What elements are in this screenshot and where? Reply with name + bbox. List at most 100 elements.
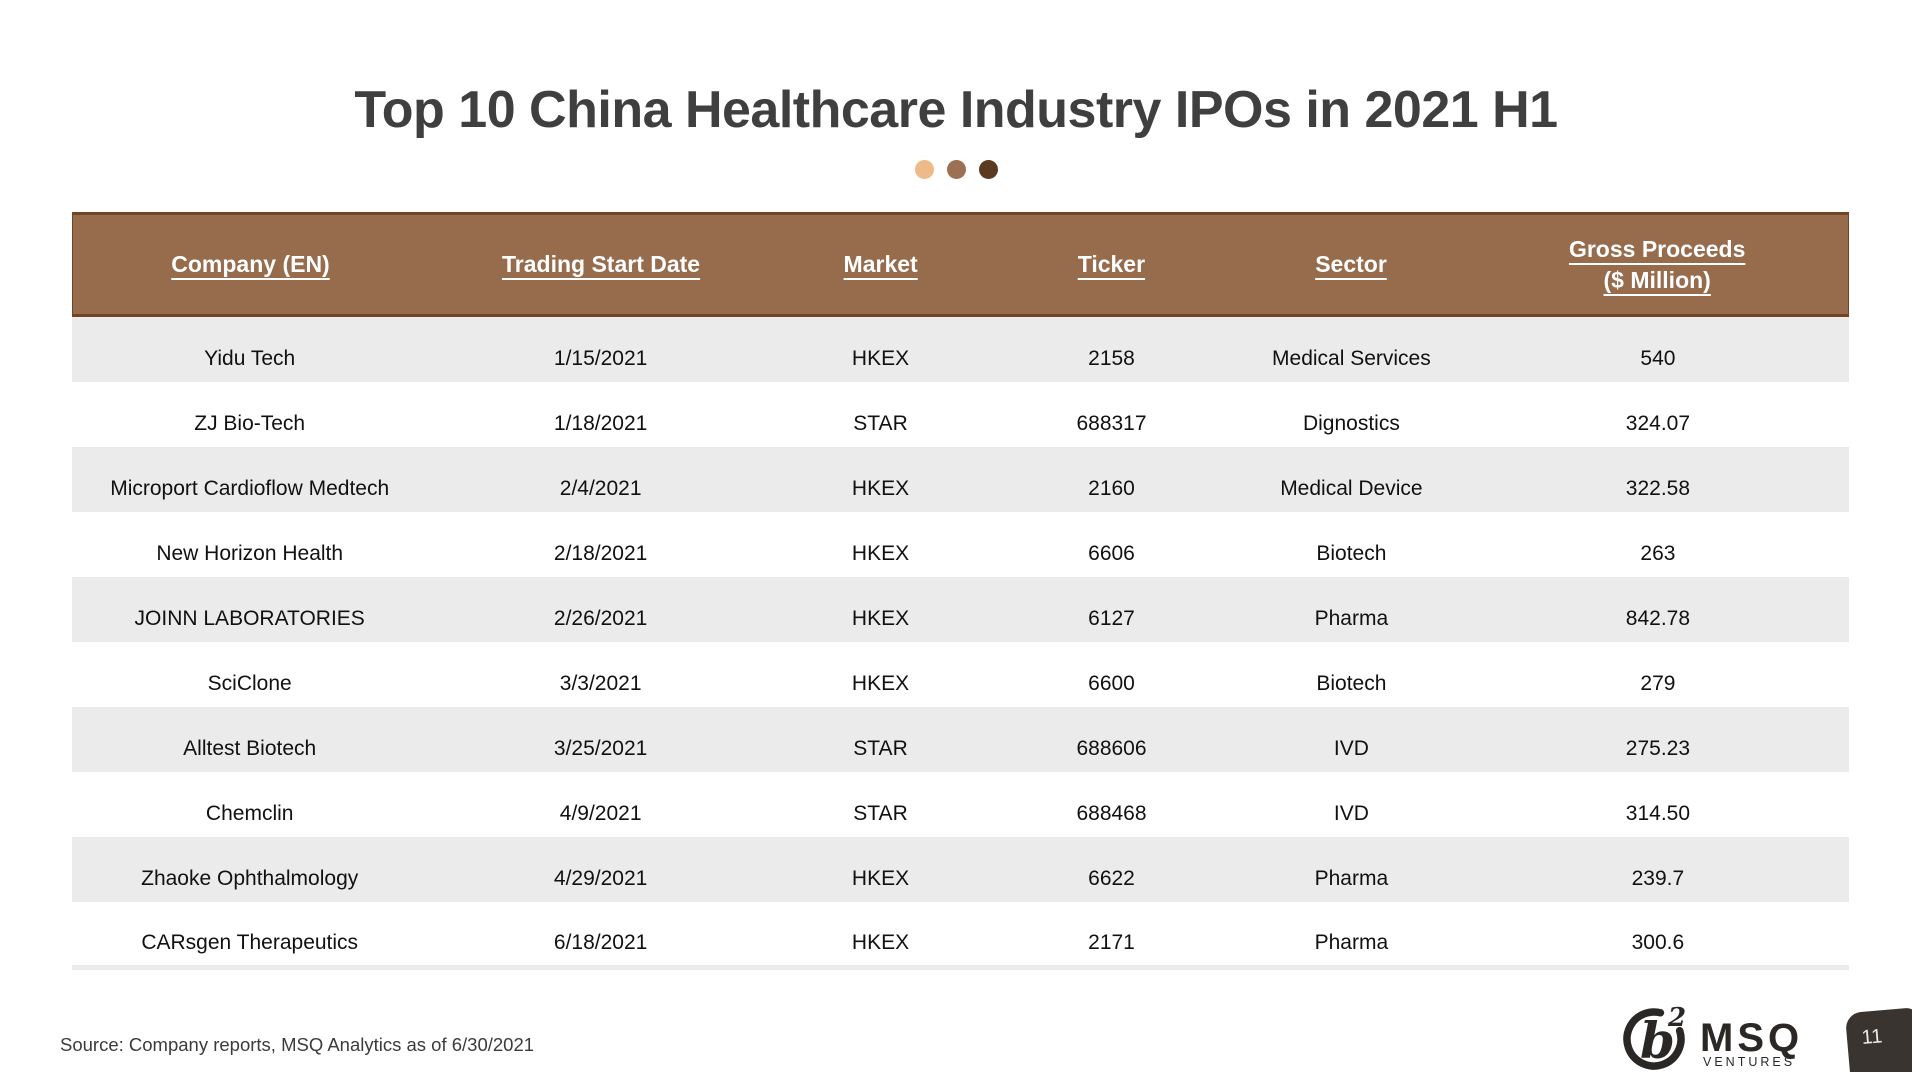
cell-ticker: 6606 (1088, 541, 1135, 565)
cell-ticker: 688317 (1076, 411, 1147, 435)
cell-market: HKEX (851, 541, 910, 565)
svg-text:b: b (1640, 1011, 1675, 1070)
b2-brush-mark-icon: b 2 (1623, 1003, 1686, 1070)
header-label-line2: ($ Million) (1603, 266, 1711, 293)
header-cell-market: Market (774, 251, 987, 278)
cell-market: STAR (853, 801, 908, 825)
cell-date: 3/25/2021 (553, 736, 648, 760)
table-row: CARsgen Therapeutics 6/18/2021 HKEX 2171 Pha… (72, 902, 1849, 965)
table-body: Yidu Tech 1/15/2021 HKEX 2158 Medical Servic… (72, 317, 1849, 965)
cell-market: HKEX (851, 930, 910, 954)
cell-proceeds: 314.50 (1625, 801, 1691, 825)
cell-company: New Horizon Health (156, 541, 344, 565)
cell-company: Microport Cardioflow Medtech (110, 476, 390, 500)
header-cell-company: Company (EN) (73, 251, 428, 278)
table-clipped-row-strip (72, 965, 1849, 970)
table-header-row: Company (EN) Trading Start Date Market Tick… (72, 212, 1849, 317)
table-row: New Horizon Health 2/18/2021 HKEX 6606 Biote… (72, 512, 1849, 577)
cell-market: STAR (853, 411, 908, 435)
table-row: Chemclin 4/9/2021 STAR 688468 IVD 314.50 (72, 772, 1849, 837)
cell-company: Zhaoke Ophthalmology (141, 866, 359, 890)
msq-ventures-logo: b 2 MSQ VENTURES (1623, 1003, 1803, 1070)
cell-date: 1/18/2021 (553, 411, 648, 435)
cell-sector: IVD (1333, 736, 1369, 760)
cell-sector: Dignostics (1302, 411, 1400, 435)
cell-date: 3/3/2021 (559, 671, 642, 695)
cell-ticker: 688606 (1076, 736, 1147, 760)
cell-sector: Pharma (1314, 606, 1389, 630)
cell-ticker: 2171 (1088, 930, 1135, 954)
accent-dots (0, 160, 1912, 179)
cell-ticker: 6622 (1088, 866, 1135, 890)
cell-ticker: 6600 (1088, 671, 1135, 695)
cell-sector: Biotech (1316, 671, 1387, 695)
cell-proceeds: 324.07 (1625, 411, 1691, 435)
header-label: Company (EN) (171, 251, 330, 277)
cell-proceeds: 279 (1640, 671, 1676, 695)
table-row: Zhaoke Ophthalmology 4/29/2021 HKEX 6622 Pha… (72, 837, 1849, 902)
cell-proceeds: 300.6 (1631, 930, 1685, 954)
header-cell-proceeds: Gross Proceeds ($ Million) (1466, 236, 1848, 294)
logo-name: MSQ (1700, 1016, 1803, 1060)
cell-ticker: 6127 (1088, 606, 1135, 630)
header-label: Trading Start Date (502, 251, 701, 277)
cell-ticker: 688468 (1076, 801, 1147, 825)
cell-company: Alltest Biotech (183, 736, 317, 760)
cell-market: HKEX (851, 346, 910, 370)
table-row: ZJ Bio-Tech 1/18/2021 STAR 688317 Dignostics… (72, 382, 1849, 447)
cell-date: 6/18/2021 (553, 930, 648, 954)
header-cell-ticker: Ticker (987, 251, 1236, 278)
accent-dot-dark (978, 160, 998, 179)
cell-market: HKEX (851, 476, 910, 500)
cell-company: Yidu Tech (204, 346, 296, 370)
cell-date: 4/29/2021 (553, 866, 648, 890)
cell-company: ZJ Bio-Tech (194, 411, 306, 435)
table-row: Microport Cardioflow Medtech 2/4/2021 HKEX… (72, 447, 1849, 512)
header-cell-date: Trading Start Date (428, 251, 774, 278)
cell-market: HKEX (851, 671, 910, 695)
logo-subtitle: VENTURES (1703, 1055, 1795, 1069)
table-row: SciClone 3/3/2021 HKEX 6600 Biotech 279 (72, 642, 1849, 707)
header-label: Sector (1315, 251, 1387, 277)
source-note: Source: Company reports, MSQ Analytics a… (60, 1034, 535, 1055)
accent-dot-medium (946, 160, 966, 179)
cell-proceeds: 263 (1640, 541, 1676, 565)
cell-sector: Biotech (1316, 541, 1387, 565)
page-number: 11 (1860, 1024, 1884, 1049)
cell-company: CARsgen Therapeutics (141, 930, 359, 954)
cell-proceeds: 322.58 (1625, 476, 1691, 500)
header-label: Ticker (1077, 251, 1146, 277)
cell-sector: Pharma (1314, 930, 1389, 954)
svg-text:2: 2 (1667, 1003, 1686, 1033)
page-title: Top 10 China Healthcare Industry IPOs in… (354, 81, 1558, 139)
cell-sector: Pharma (1314, 866, 1389, 890)
cell-sector: IVD (1333, 801, 1369, 825)
table-row: JOINN LABORATORIES 2/26/2021 HKEX 6127 Pharm… (72, 577, 1849, 642)
cell-ticker: 2158 (1088, 346, 1135, 370)
cell-sector: Medical Device (1280, 476, 1423, 500)
cell-date: 2/4/2021 (559, 476, 642, 500)
table-row: Alltest Biotech 3/25/2021 STAR 688606 IVD 275… (72, 707, 1849, 772)
accent-dot-light (914, 160, 934, 179)
cell-proceeds: 540 (1640, 346, 1676, 370)
cell-market: HKEX (851, 866, 910, 890)
ipo-table: Company (EN) Trading Start Date Market Tick… (72, 212, 1849, 970)
cell-market: HKEX (851, 606, 910, 630)
cell-market: STAR (853, 736, 908, 760)
cell-date: 2/26/2021 (553, 606, 648, 630)
page-number-badge: 11 (1844, 1006, 1912, 1072)
cell-company: SciClone (207, 671, 292, 695)
cell-proceeds: 239.7 (1631, 866, 1685, 890)
cell-date: 1/15/2021 (553, 346, 648, 370)
header-label: Gross Proceeds (1568, 235, 1746, 262)
cell-company: JOINN LABORATORIES (134, 606, 365, 630)
cell-sector: Medical Services (1272, 346, 1431, 370)
cell-proceeds: 842.78 (1625, 606, 1691, 630)
header-cell-sector: Sector (1236, 251, 1467, 278)
header-label: Market (843, 251, 918, 277)
cell-ticker: 2160 (1088, 476, 1135, 500)
cell-date: 2/18/2021 (553, 541, 648, 565)
cell-date: 4/9/2021 (559, 801, 642, 825)
cell-company: Chemclin (205, 801, 294, 825)
